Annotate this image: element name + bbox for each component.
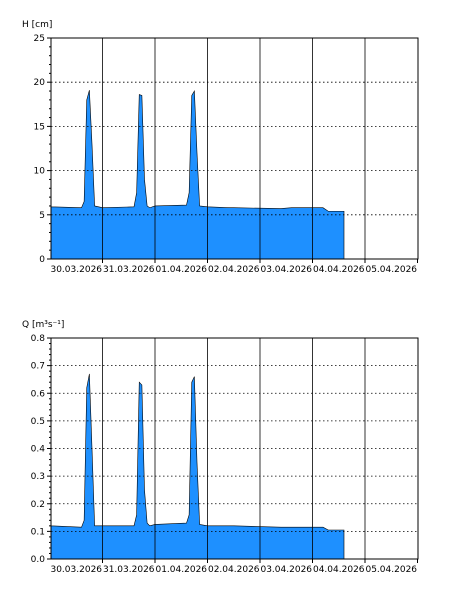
x-tick-label: 04.04.2026 bbox=[313, 565, 365, 575]
y-tick-label: 0.3 bbox=[31, 472, 45, 482]
data-area bbox=[50, 373, 345, 560]
x-tick-label: 01.04.2026 bbox=[155, 265, 207, 275]
y-tick-label: 0 bbox=[39, 255, 45, 265]
x-tick-label: 02.04.2026 bbox=[208, 565, 260, 575]
y-tick-label: 0.6 bbox=[31, 389, 46, 399]
chart-group-0: H [cm] 0 5 10 15 20 25 30.03.2026 31.03.2026 01.0… bbox=[22, 20, 419, 275]
y-tick-label: 0.5 bbox=[31, 417, 45, 427]
y-tick-label: 0.8 bbox=[31, 334, 46, 344]
y-tick-label: 0.2 bbox=[31, 500, 45, 510]
plot-frame bbox=[50, 337, 419, 560]
y-axis-label: Q [m³s⁻¹] bbox=[22, 320, 64, 330]
x-tick-label: 01.04.2026 bbox=[155, 565, 207, 575]
y-tick-label: 5 bbox=[39, 211, 45, 221]
x-tick-label: 02.04.2026 bbox=[208, 265, 260, 275]
data-area bbox=[50, 90, 345, 260]
y-axis-label: H [cm] bbox=[22, 20, 52, 30]
y-tick-label: 0.1 bbox=[31, 527, 45, 537]
chart-group-1: Q [m³s⁻¹] 0.0 0.1 0.2 0.3 0.4 0.5 0.6 0.7 0.8 30.0… bbox=[22, 320, 419, 575]
plot-frame bbox=[50, 37, 419, 260]
x-tick-label: 05.04.2026 bbox=[365, 565, 417, 575]
x-tick-label: 05.04.2026 bbox=[365, 265, 417, 275]
y-tick-label: 0.7 bbox=[31, 362, 45, 372]
y-tick-label: 0.4 bbox=[31, 445, 46, 455]
y-tick-label: 0.0 bbox=[31, 555, 46, 565]
y-tick-label: 10 bbox=[34, 167, 46, 177]
x-tick-label: 04.04.2026 bbox=[313, 265, 365, 275]
x-tick-label: 31.03.2026 bbox=[103, 565, 155, 575]
x-tick-label: 03.04.2026 bbox=[260, 265, 312, 275]
y-tick-label: 25 bbox=[34, 34, 45, 44]
y-tick-label: 15 bbox=[34, 122, 45, 132]
x-tick-label: 30.03.2026 bbox=[50, 565, 102, 575]
y-tick-label: 20 bbox=[34, 78, 46, 88]
x-tick-label: 30.03.2026 bbox=[50, 265, 102, 275]
x-tick-label: 31.03.2026 bbox=[103, 265, 155, 275]
x-tick-label: 03.04.2026 bbox=[260, 565, 312, 575]
